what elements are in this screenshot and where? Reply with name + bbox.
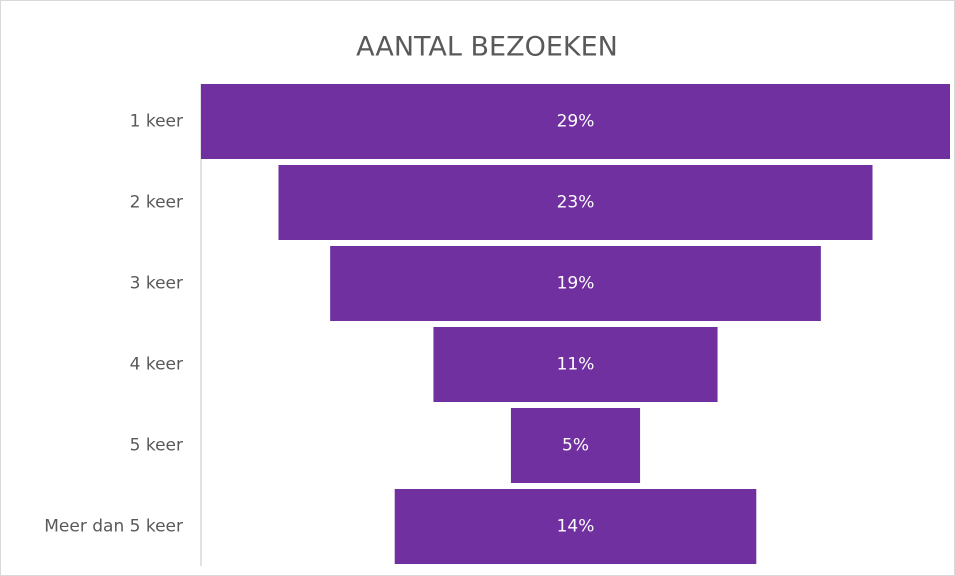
value-label: 29% bbox=[557, 112, 595, 132]
funnel-bar bbox=[278, 165, 873, 240]
value-label: 14% bbox=[557, 517, 595, 537]
category-label: 2 keer bbox=[130, 193, 183, 213]
category-label: 5 keer bbox=[130, 436, 183, 456]
funnel-bar bbox=[394, 489, 757, 564]
chart-title: AANTAL BEZOEKEN bbox=[356, 32, 618, 63]
funnel-bar bbox=[433, 327, 718, 402]
funnel-bar bbox=[510, 408, 641, 483]
category-label: Meer dan 5 keer bbox=[44, 517, 183, 537]
funnel-bar bbox=[330, 246, 821, 321]
category-label: 4 keer bbox=[130, 355, 183, 375]
category-label: 3 keer bbox=[130, 274, 183, 294]
value-label: 19% bbox=[557, 274, 595, 294]
value-label: 11% bbox=[557, 355, 595, 375]
funnel-bar bbox=[201, 84, 950, 159]
value-label: 5% bbox=[562, 436, 589, 456]
category-label: 1 keer bbox=[130, 112, 183, 132]
value-label: 23% bbox=[557, 193, 595, 213]
